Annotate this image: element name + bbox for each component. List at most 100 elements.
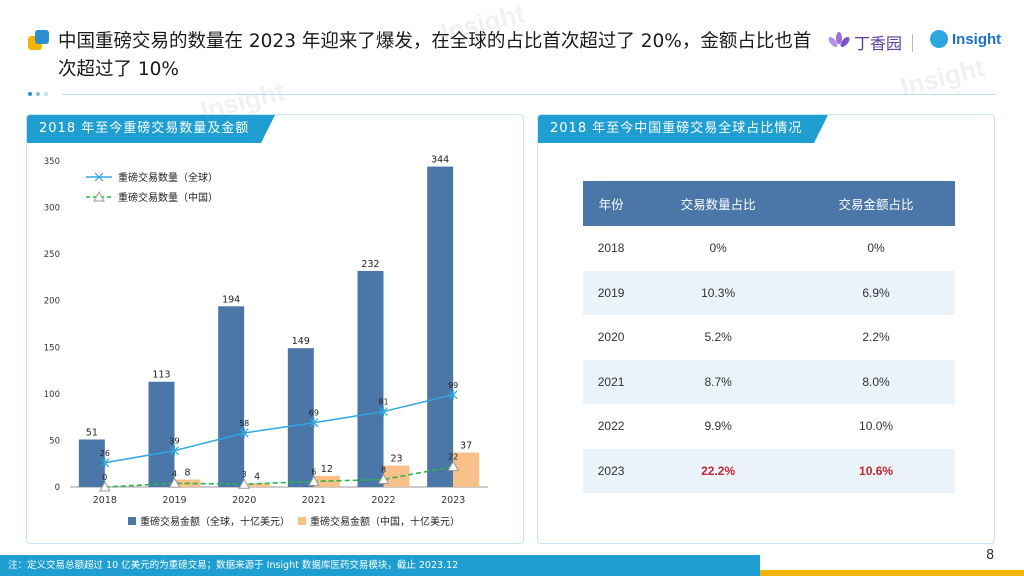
legend-global-line-marker	[94, 172, 104, 182]
line-global-label: 69	[309, 409, 319, 418]
y-tick-label: 250	[44, 250, 60, 260]
x-tick-label: 2020	[232, 495, 256, 506]
header-dots	[28, 92, 48, 96]
page-headline: 中国重磅交易的数量在 2023 年迎来了爆发，在全球的占比首次超过了 20%，金…	[58, 31, 812, 80]
bar-global-label: 232	[361, 259, 379, 270]
line-global-label: 26	[100, 449, 110, 458]
header-divider	[62, 94, 996, 95]
y-tick-label: 200	[44, 297, 60, 307]
bar-global-label: 149	[292, 336, 310, 347]
insight-logo-icon	[930, 30, 948, 48]
legend-global-line-label: 重磅交易数量（全球）	[118, 171, 218, 184]
table-row: 2018 0% 0%	[583, 226, 955, 271]
bar-china-label: 8	[184, 468, 190, 479]
line-china-label: 4	[172, 469, 177, 478]
flower-icon	[828, 32, 850, 47]
legend-china-bar-label: 重磅交易金额（中国，十亿美元）	[310, 515, 460, 528]
table-cell: 6.9%	[797, 270, 955, 315]
table-row: 2020 5.2% 2.2%	[583, 315, 955, 360]
table-cell: 2.2%	[862, 330, 890, 345]
bar-global-label: 113	[152, 370, 170, 381]
footer-accent-bar	[760, 570, 1024, 576]
table-header-cell: 交易金额占比	[797, 181, 955, 226]
line-global-marker	[379, 406, 388, 417]
x-tick-label: 2018	[93, 495, 117, 506]
x-tick-label: 2023	[441, 495, 465, 506]
table-cell: 10.0%	[859, 419, 894, 434]
legend-global-bar-swatch	[128, 517, 136, 525]
line-china-label: 3	[242, 470, 247, 479]
line-china-label: 8	[381, 466, 386, 475]
table-header-row: 年份 交易数量占比 交易金额占比	[583, 181, 955, 226]
chart-panel-title: 2018 年至今重磅交易数量及金额	[27, 115, 276, 143]
bar-global	[427, 166, 454, 488]
bar-global	[78, 439, 105, 487]
bar-global	[148, 381, 175, 487]
table-cell: 8.0%	[797, 359, 955, 404]
bar-china	[383, 465, 410, 487]
line-china-marker	[238, 478, 251, 489]
y-tick-label: 300	[44, 204, 60, 214]
table-panel-title: 2018 年至今中国重磅交易全球占比情况	[538, 115, 829, 143]
bar-china-label: 4	[254, 471, 260, 482]
table-cell: 2021	[583, 359, 640, 404]
bar-china-label: 23	[390, 454, 402, 465]
line-global-label: 39	[169, 437, 179, 446]
line-global-marker	[170, 445, 179, 456]
legend-global-bar-label: 重磅交易金额（全球，十亿美元）	[140, 515, 290, 528]
watermark: Insight	[897, 52, 988, 102]
line-global-marker	[309, 417, 319, 428]
y-tick-label: 350	[44, 157, 60, 167]
line-global-label: 81	[378, 398, 388, 407]
bar-china	[244, 483, 271, 487]
line-china-marker	[377, 473, 390, 485]
table-cell: 0%	[709, 241, 727, 256]
table-header-cell: 年份	[583, 181, 640, 226]
logo-divider	[912, 34, 913, 52]
dxy-logo-text: 丁香园	[854, 34, 903, 53]
line-china-marker	[307, 475, 320, 486]
title-bullet-icon	[28, 30, 50, 52]
line-global-marker	[448, 389, 458, 400]
table-cell: 8.7%	[639, 359, 798, 404]
y-tick-label: 100	[44, 390, 60, 400]
bar-global	[218, 306, 245, 487]
table-row: 2022 9.9% 10.0%	[583, 404, 955, 449]
line-china-label: 22	[448, 453, 458, 462]
line-china-label: 0	[102, 473, 107, 482]
table-cell: 22.2%	[639, 448, 798, 493]
bar-china-label: 37	[460, 441, 472, 452]
line-global-marker	[100, 457, 110, 468]
legend-china-line-marker	[93, 190, 105, 202]
x-tick-label: 2022	[371, 495, 395, 506]
line-china-marker	[98, 480, 111, 492]
table-cell: 2019	[583, 270, 640, 315]
china-share-table: 年份 交易数量占比 交易金额占比 2018 0% 0% 2019 10.3% 6.9% 2020…	[583, 181, 955, 493]
table-cell: 0%	[867, 241, 885, 256]
table-header-cell: 交易数量占比	[639, 181, 798, 226]
legend-china-line-label: 重磅交易数量（中国）	[118, 191, 218, 204]
bar-global	[357, 270, 384, 487]
deals-chart: 0 50 100 150 200 250 300 350 51 2018 113 8 2019 194 4 2…	[44, 155, 488, 528]
table-row: 2023 22.2% 10.6%	[583, 448, 955, 493]
table-row: 2019 10.3% 6.9%	[583, 270, 955, 315]
y-tick-label: 150	[44, 343, 60, 353]
line-global-label: 99	[448, 381, 458, 390]
line-global-label: 58	[239, 419, 249, 428]
legend-china-bar-swatch	[298, 517, 306, 525]
insight-logo: Insight	[930, 30, 1001, 48]
bar-china	[313, 475, 340, 487]
bar-global-label: 194	[222, 294, 240, 305]
table-row: 2021 8.7% 8.0%	[583, 359, 955, 404]
dxy-logo: 丁香园	[828, 30, 902, 54]
y-tick-label: 50	[49, 436, 60, 446]
table-cell: 5.2%	[704, 330, 732, 345]
line-china-marker	[168, 477, 181, 488]
line-china	[104, 465, 454, 488]
bar-global-label: 344	[431, 155, 449, 166]
table-cell: 2020	[597, 330, 625, 345]
line-global	[104, 394, 454, 464]
table-cell: 10.6%	[797, 448, 955, 493]
page-number: 8	[986, 548, 995, 563]
line-global-marker	[239, 427, 249, 438]
